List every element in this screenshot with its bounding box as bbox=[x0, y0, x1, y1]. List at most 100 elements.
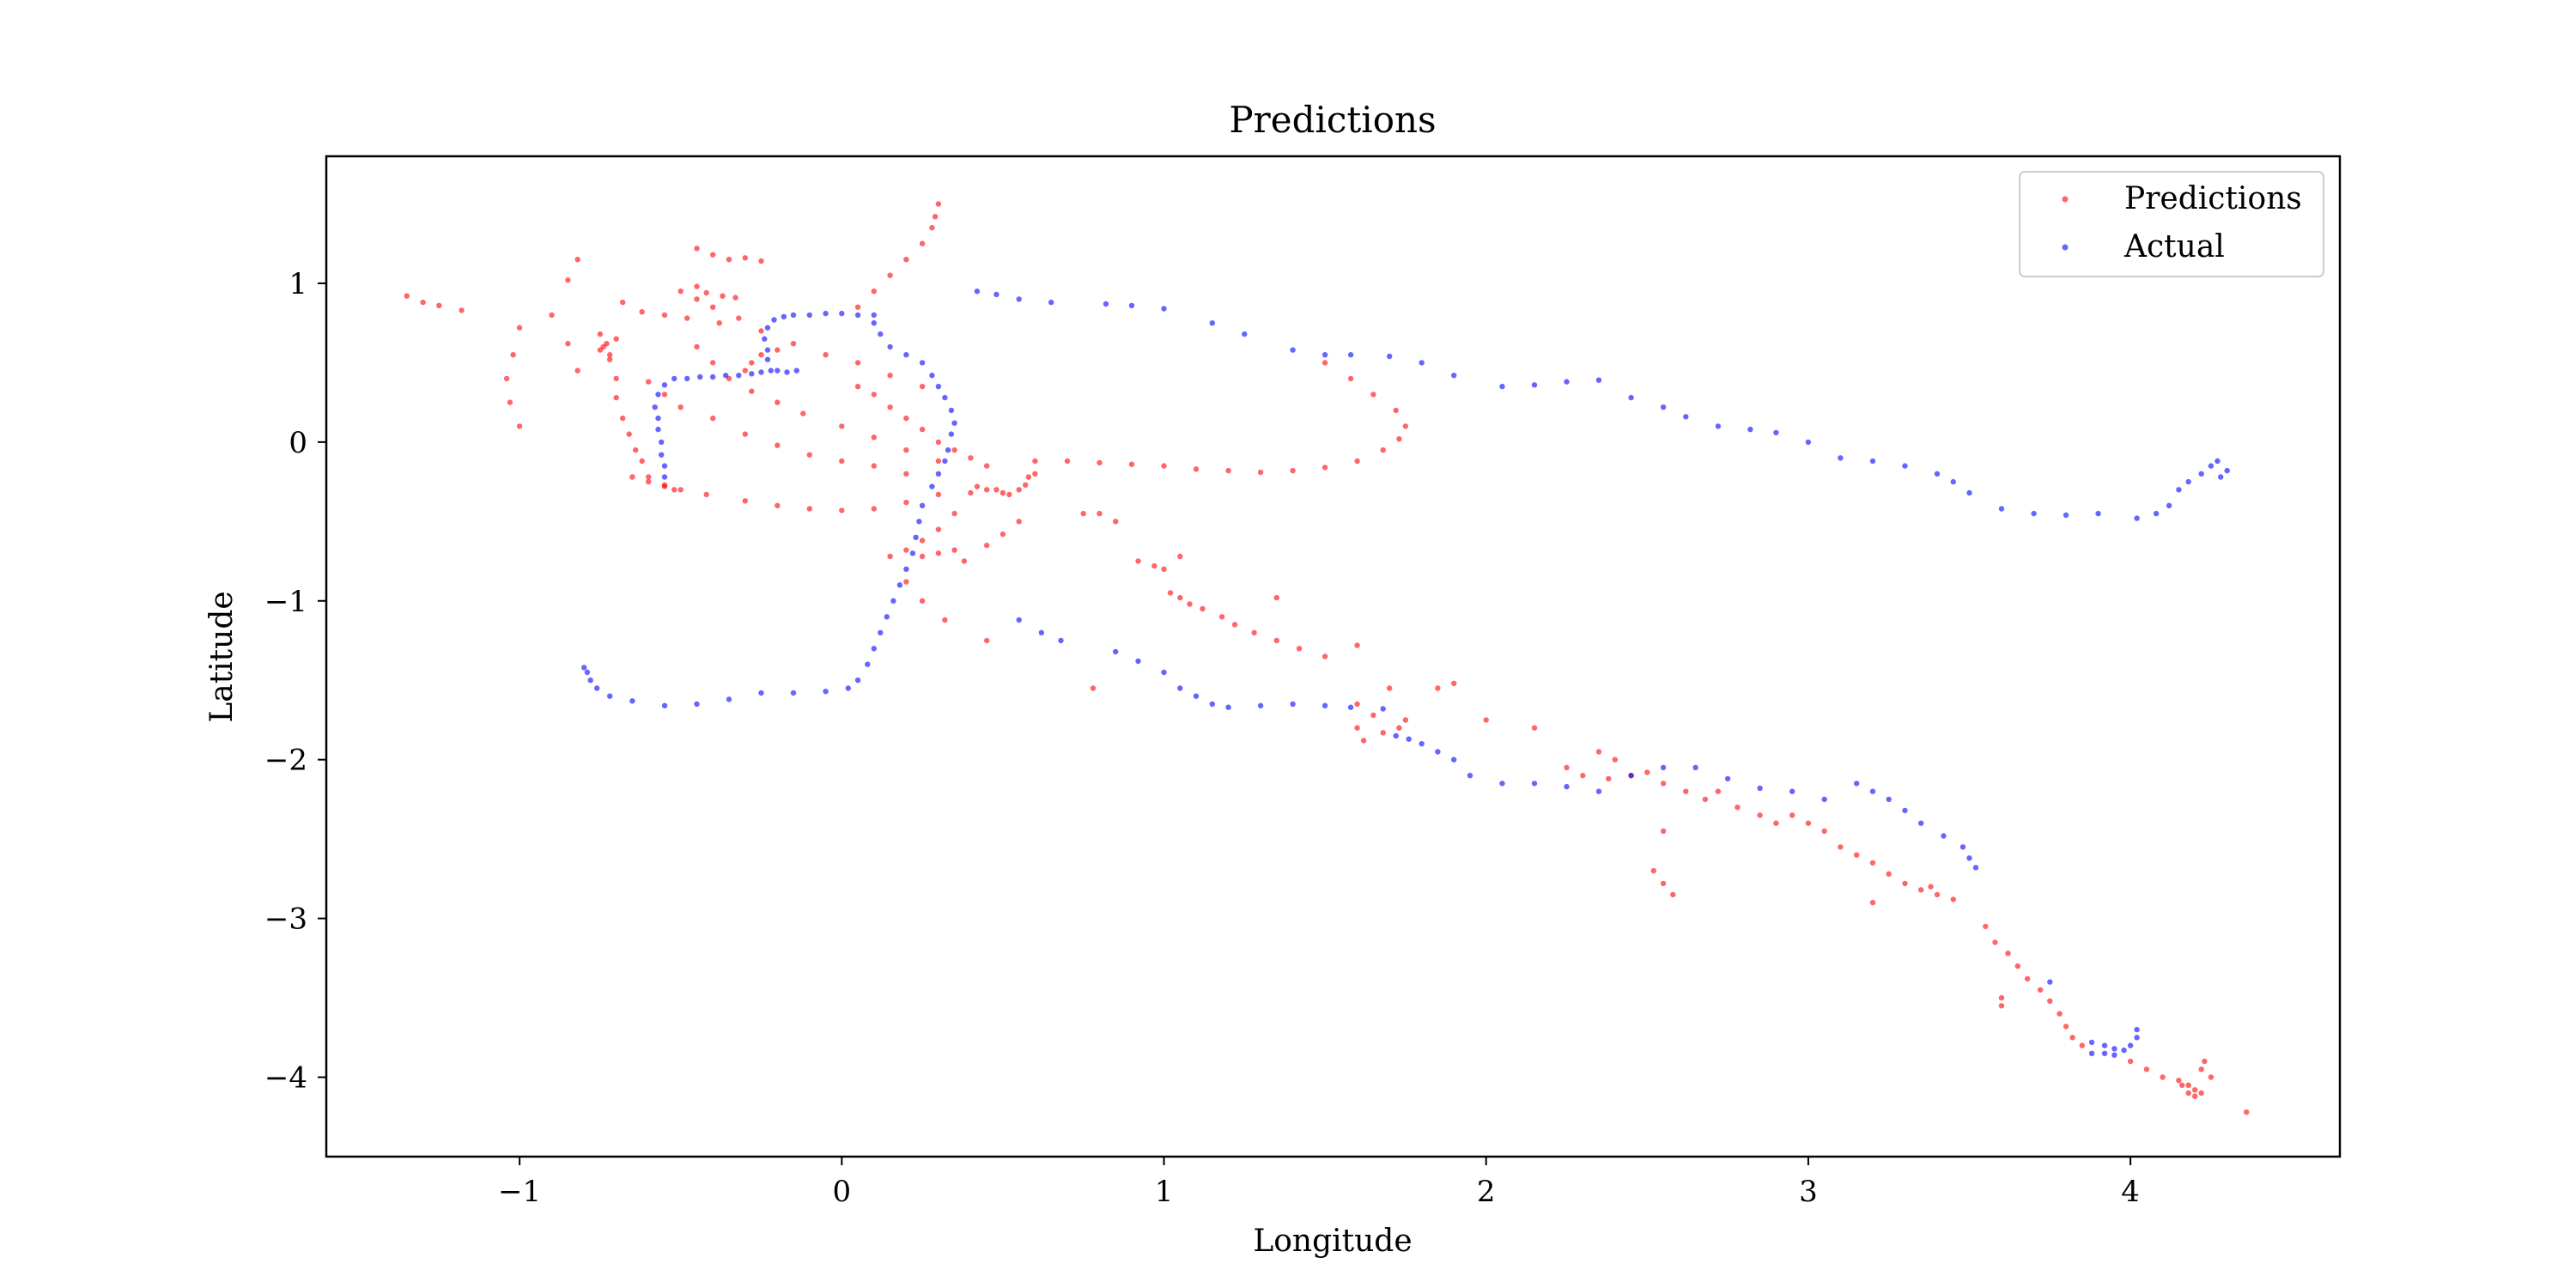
legend: Predictions Actual bbox=[2019, 171, 2324, 277]
x-tick-label: 4 bbox=[2121, 1175, 2140, 1209]
point-actual bbox=[671, 375, 677, 382]
point-actual bbox=[878, 331, 884, 337]
point-predictions bbox=[1483, 717, 1489, 723]
legend-label-actual: Actual bbox=[2123, 229, 2225, 264]
point-predictions bbox=[1564, 764, 1570, 771]
point-predictions bbox=[1998, 1003, 2005, 1009]
point-actual bbox=[935, 383, 942, 390]
point-predictions bbox=[1354, 458, 1360, 465]
point-predictions bbox=[716, 320, 722, 326]
point-predictions bbox=[1612, 756, 1619, 762]
point-predictions bbox=[1347, 375, 1354, 382]
point-actual bbox=[1972, 865, 1979, 871]
point-predictions bbox=[1354, 642, 1360, 648]
legend-marker-predictions bbox=[2062, 196, 2069, 203]
point-actual bbox=[2208, 463, 2215, 469]
point-predictions bbox=[903, 415, 909, 422]
point-actual bbox=[1683, 414, 1689, 420]
point-actual bbox=[581, 665, 587, 671]
point-actual bbox=[1747, 426, 1753, 433]
y-axis-label: Latitude bbox=[204, 591, 240, 722]
point-predictions bbox=[2198, 1090, 2204, 1097]
point-predictions bbox=[1025, 474, 1032, 480]
point-predictions bbox=[694, 343, 700, 350]
point-predictions bbox=[1177, 594, 1183, 601]
point-predictions bbox=[2005, 951, 2011, 957]
point-predictions bbox=[1606, 775, 1612, 782]
point-predictions bbox=[854, 383, 861, 390]
point-actual bbox=[845, 685, 851, 691]
point-predictions bbox=[710, 252, 716, 258]
point-predictions bbox=[775, 502, 781, 508]
point-predictions bbox=[420, 299, 426, 306]
point-actual bbox=[1135, 658, 1141, 665]
point-predictions bbox=[677, 404, 683, 410]
point-predictions bbox=[1451, 680, 1457, 687]
point-predictions bbox=[736, 315, 742, 321]
point-actual bbox=[919, 502, 926, 508]
point-predictions bbox=[1177, 553, 1183, 560]
point-predictions bbox=[677, 289, 683, 295]
point-actual bbox=[764, 356, 771, 362]
point-actual bbox=[1058, 637, 1064, 644]
x-tick-label: 0 bbox=[832, 1175, 851, 1209]
point-predictions bbox=[1151, 562, 1157, 569]
point-predictions bbox=[503, 375, 510, 382]
point-predictions bbox=[790, 341, 797, 347]
point-predictions bbox=[684, 315, 690, 321]
y-tick-label: 0 bbox=[289, 426, 307, 460]
point-actual bbox=[1419, 741, 1425, 747]
plot-frame bbox=[325, 155, 2342, 1158]
point-actual bbox=[2127, 1042, 2134, 1048]
point-predictions bbox=[1097, 510, 1103, 517]
point-actual bbox=[1628, 394, 1634, 401]
point-actual bbox=[1113, 648, 1119, 655]
point-predictions bbox=[1225, 467, 1231, 474]
point-predictions bbox=[1161, 566, 1167, 572]
point-actual bbox=[1998, 506, 2005, 512]
point-actual bbox=[1209, 701, 1216, 708]
point-actual bbox=[942, 458, 948, 465]
point-predictions bbox=[620, 299, 626, 306]
point-actual bbox=[1715, 423, 1722, 429]
point-predictions bbox=[639, 309, 645, 315]
point-predictions bbox=[1773, 820, 1779, 826]
point-predictions bbox=[1193, 466, 1200, 472]
point-actual bbox=[935, 471, 942, 477]
point-predictions bbox=[903, 471, 909, 477]
point-predictions bbox=[2179, 1082, 2185, 1089]
point-predictions bbox=[1918, 887, 1924, 893]
point-predictions bbox=[639, 458, 645, 465]
point-actual bbox=[1048, 299, 1054, 306]
point-actual bbox=[1595, 377, 1602, 383]
point-predictions bbox=[1387, 685, 1393, 691]
point-predictions bbox=[2185, 1090, 2191, 1097]
point-predictions bbox=[1789, 812, 1795, 818]
point-predictions bbox=[1032, 471, 1038, 477]
point-actual bbox=[1660, 404, 1667, 410]
point-predictions bbox=[516, 325, 523, 331]
point-actual bbox=[594, 685, 600, 691]
point-actual bbox=[655, 426, 661, 433]
point-predictions bbox=[703, 491, 709, 498]
y-tick-label: −2 bbox=[264, 744, 307, 778]
point-actual bbox=[736, 373, 742, 379]
point-actual bbox=[781, 313, 787, 319]
point-actual bbox=[913, 534, 919, 540]
point-actual bbox=[655, 392, 661, 398]
point-predictions bbox=[1402, 717, 1409, 723]
point-actual bbox=[2088, 1039, 2095, 1046]
point-predictions bbox=[607, 352, 613, 358]
point-predictions bbox=[1321, 360, 1328, 366]
point-actual bbox=[1225, 704, 1231, 710]
point-actual bbox=[697, 374, 703, 380]
point-predictions bbox=[742, 431, 748, 437]
point-predictions bbox=[887, 404, 893, 410]
point-predictions bbox=[1321, 653, 1328, 659]
point-actual bbox=[942, 394, 948, 401]
point-predictions bbox=[629, 474, 635, 480]
point-predictions bbox=[935, 550, 942, 556]
point-actual bbox=[1959, 844, 1966, 850]
point-predictions bbox=[2143, 1066, 2150, 1072]
point-predictions bbox=[2047, 998, 2053, 1005]
